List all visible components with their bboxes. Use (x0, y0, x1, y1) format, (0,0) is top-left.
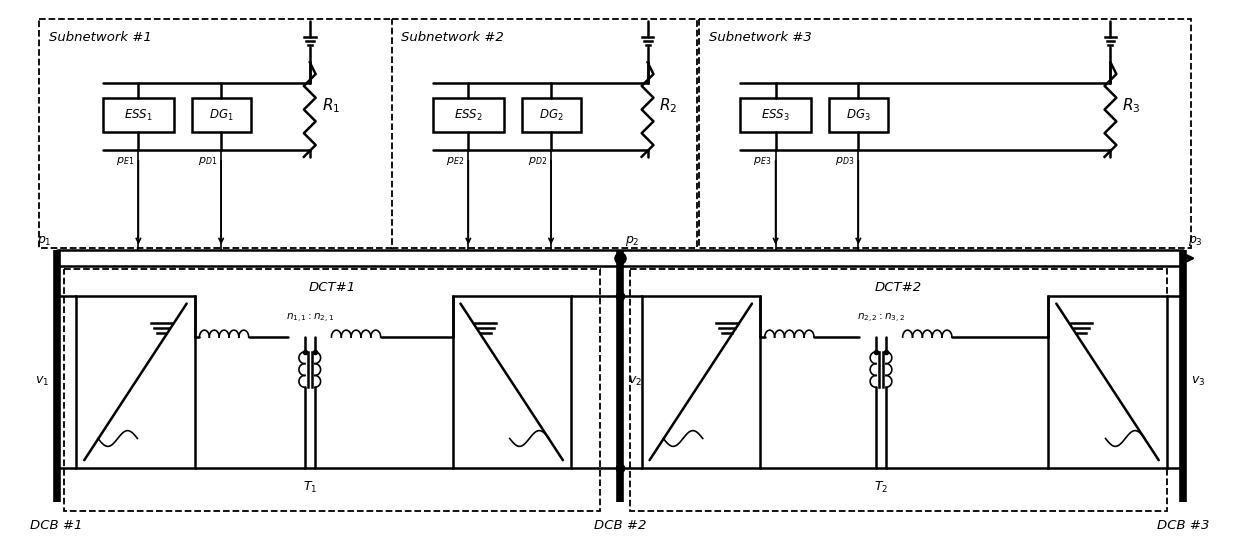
Text: $ESS_1$: $ESS_1$ (124, 107, 153, 122)
Text: $v_1$: $v_1$ (35, 375, 48, 388)
Text: $n_{1,1}:n_{2,1}$: $n_{1,1}:n_{2,1}$ (285, 312, 334, 325)
Text: $DG_3$: $DG_3$ (846, 107, 870, 122)
Text: $p_{E2}$: $p_{E2}$ (446, 155, 465, 167)
Text: $R_2$: $R_2$ (660, 96, 678, 115)
Text: DCB #1: DCB #1 (31, 519, 83, 532)
Text: $p_{E3}$: $p_{E3}$ (754, 155, 771, 167)
Text: $p_{E1}$: $p_{E1}$ (117, 155, 134, 167)
Text: $p_1$: $p_1$ (37, 234, 52, 249)
Bar (1049, 296, 1167, 468)
Text: $p_{D3}$: $p_{D3}$ (835, 155, 854, 167)
Bar (38, 19, 393, 249)
Text: DCT#1: DCT#1 (309, 281, 356, 294)
Text: $p_{D2}$: $p_{D2}$ (528, 155, 547, 167)
Text: Subnetwork #3: Subnetwork #3 (708, 31, 811, 44)
Text: $v_3$: $v_3$ (1192, 375, 1205, 388)
Text: $T_1$: $T_1$ (303, 480, 317, 495)
Bar (828, 98, 888, 132)
Bar (699, 19, 1192, 249)
Text: $R_3$: $R_3$ (1122, 96, 1141, 115)
Bar (433, 98, 503, 132)
Text: $DG_2$: $DG_2$ (538, 107, 563, 122)
Bar (453, 296, 570, 468)
Bar (103, 98, 174, 132)
Text: $T_2$: $T_2$ (874, 480, 888, 495)
Text: DCB #2: DCB #2 (594, 519, 646, 532)
Text: Subnetwork #1: Subnetwork #1 (48, 31, 151, 44)
Text: $DG_1$: $DG_1$ (208, 107, 233, 122)
Text: $ESS_2$: $ESS_2$ (454, 107, 482, 122)
Bar (392, 19, 697, 249)
Text: DCB #3: DCB #3 (1157, 519, 1209, 532)
Bar (641, 296, 760, 468)
Bar (191, 98, 250, 132)
Bar (630, 269, 1167, 511)
Bar (63, 269, 600, 511)
Text: Subnetwork #2: Subnetwork #2 (402, 31, 505, 44)
Bar (522, 98, 580, 132)
Text: $R_1$: $R_1$ (321, 96, 340, 115)
Text: $v_2$: $v_2$ (627, 375, 642, 388)
Bar (77, 296, 195, 468)
Text: $n_{2,2}:n_{3,2}$: $n_{2,2}:n_{3,2}$ (857, 312, 905, 325)
Bar (740, 98, 811, 132)
Text: $p_3$: $p_3$ (1188, 234, 1203, 249)
Text: $p_{D1}$: $p_{D1}$ (198, 155, 217, 167)
Text: DCT#2: DCT#2 (874, 281, 921, 294)
Text: $p_2$: $p_2$ (625, 234, 640, 249)
Text: $ESS_3$: $ESS_3$ (761, 107, 790, 122)
